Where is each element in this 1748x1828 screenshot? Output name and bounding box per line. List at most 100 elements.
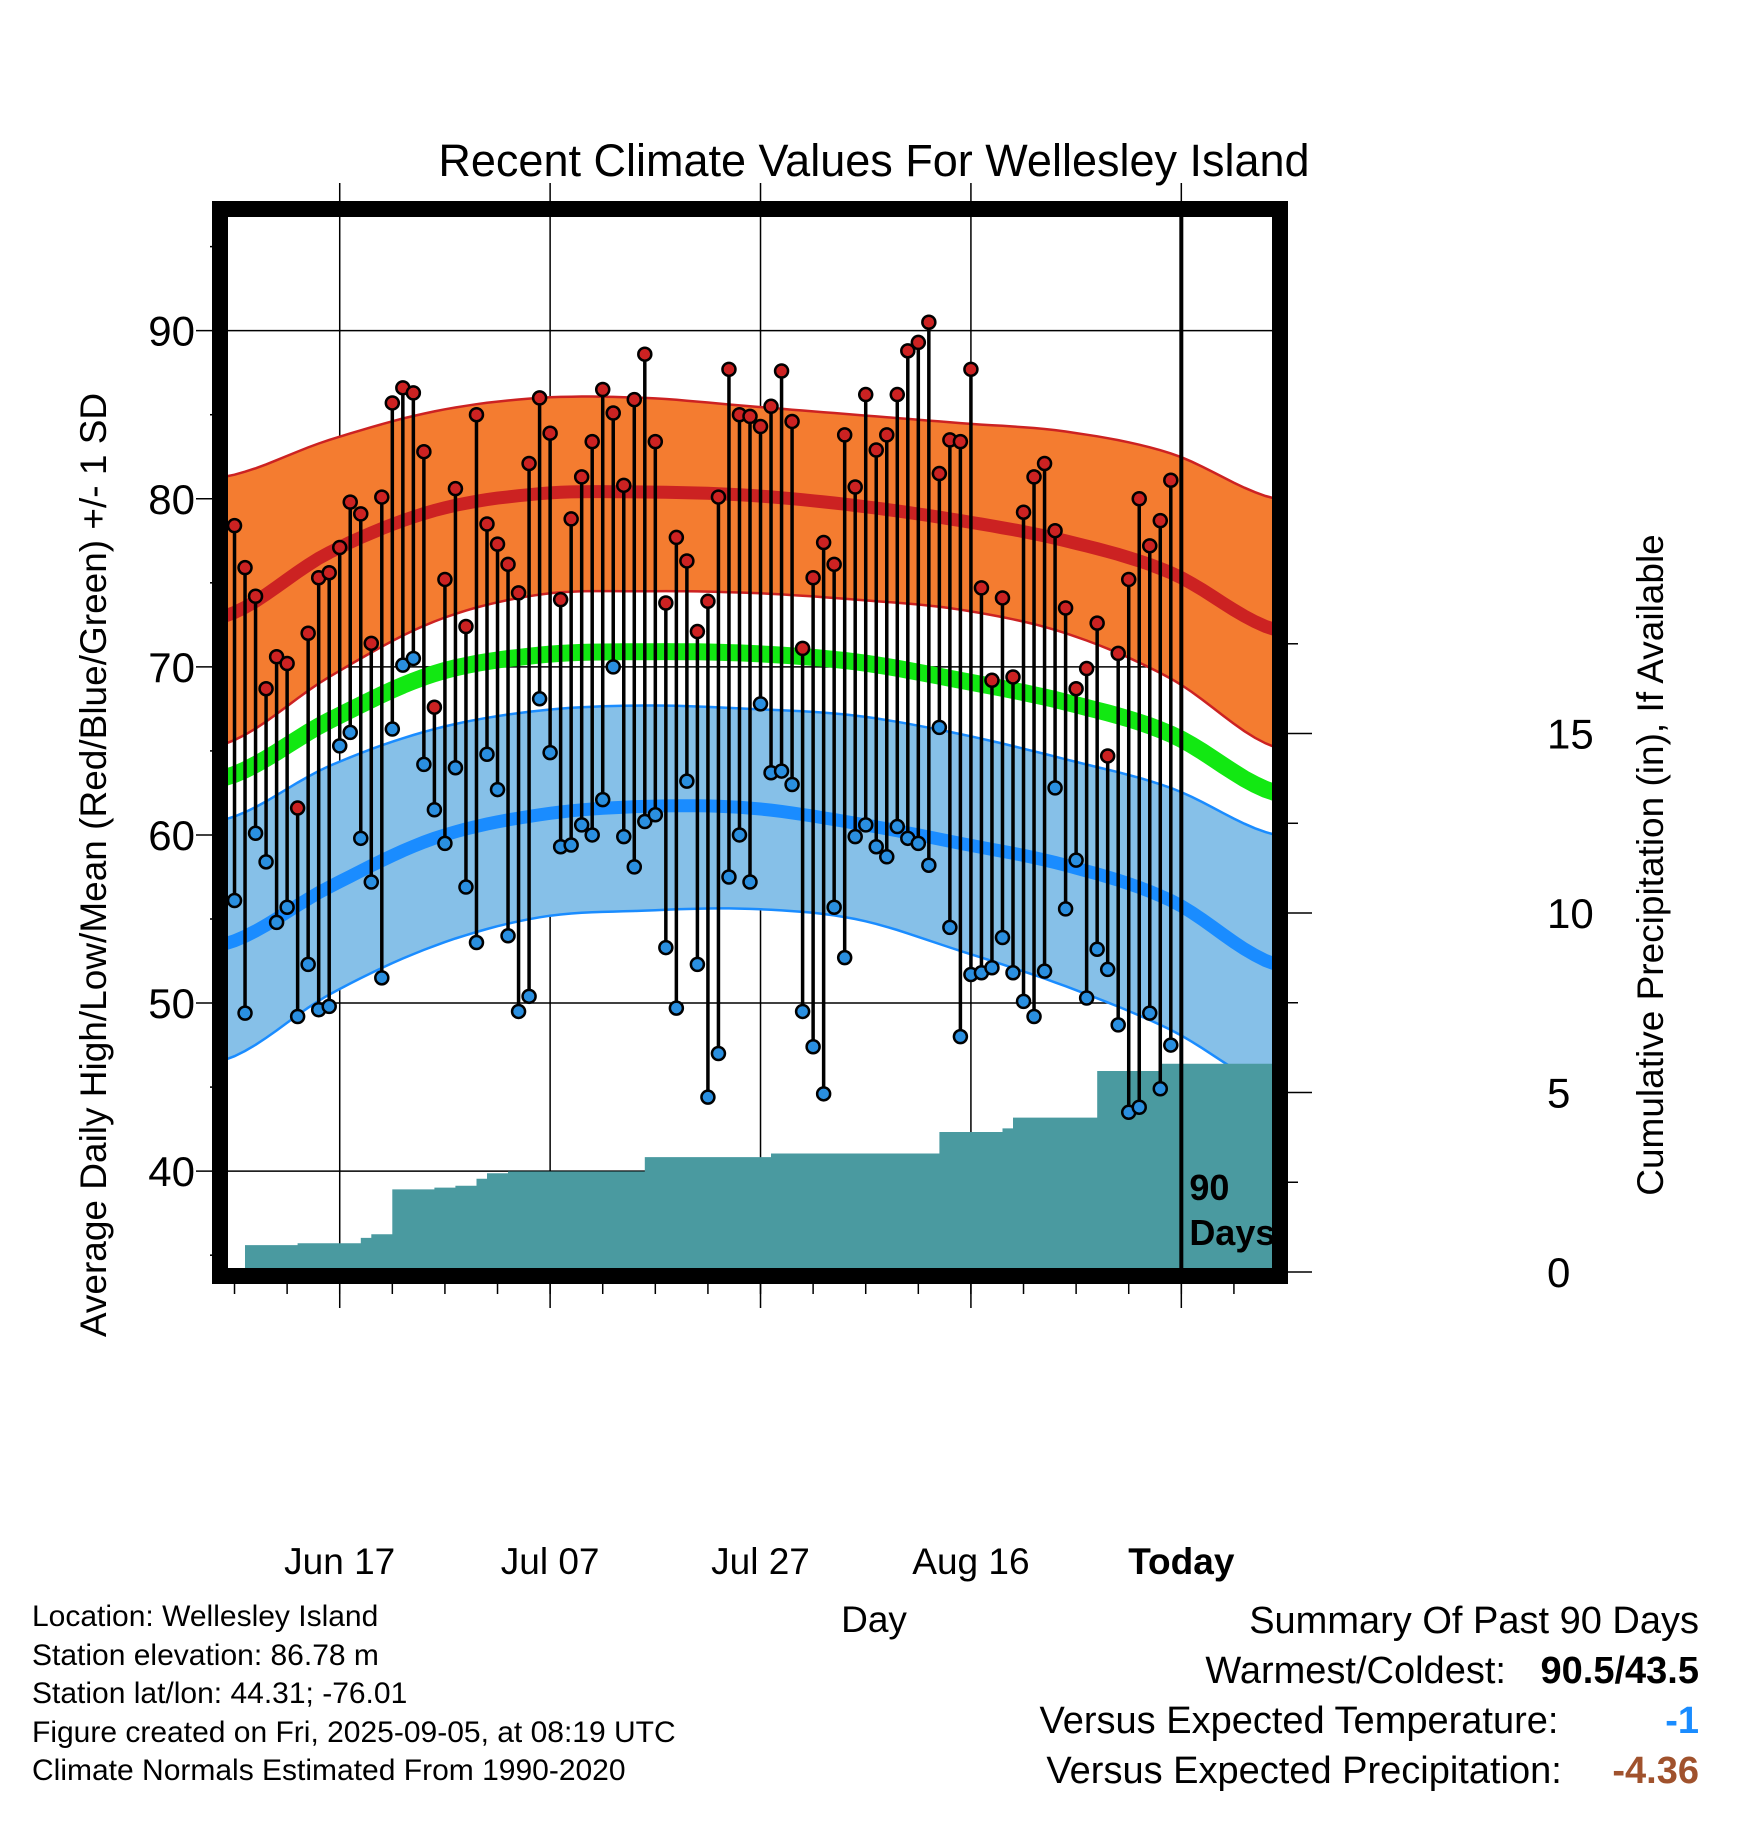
y2-axis-label: Cumulative Precipitation (in), If Availa…: [1630, 534, 1671, 1196]
y2-tick-label: 10: [1547, 890, 1594, 937]
y-tick-label: 60: [148, 812, 195, 859]
daily-high-point: [416, 443, 432, 460]
info-normals: Climate Normals Estimated From 1990-2020: [32, 1754, 626, 1787]
daily-low-point: [479, 746, 495, 763]
daily-high-point: [458, 618, 474, 635]
daily-low-point: [794, 1003, 811, 1020]
daily-low-point: [879, 849, 895, 865]
daily-low-point: [952, 1028, 969, 1045]
daily-high-point: [542, 425, 558, 441]
daily-low-point: [300, 956, 316, 973]
daily-high-point: [247, 588, 264, 605]
daily-high-point: [405, 385, 422, 401]
daily-low-point: [1068, 852, 1084, 868]
daily-low-point: [416, 756, 432, 773]
x-tick-label: Aug 16: [912, 1541, 1029, 1582]
daily-high-point: [836, 427, 853, 443]
daily-low-point: [1047, 780, 1063, 796]
daily-high-point: [658, 595, 674, 611]
daily-high-point: [910, 334, 927, 351]
daily-low-point: [647, 807, 664, 823]
daily-high-point: [1120, 571, 1137, 588]
low-sd-band-lower-edge: [223, 907, 1277, 1090]
daily-high-point: [826, 556, 842, 573]
daily-low-point: [605, 659, 621, 675]
daily-low-point: [1057, 901, 1074, 917]
daily-high-point: [868, 442, 884, 458]
daily-low-point: [942, 919, 958, 936]
daily-low-point: [637, 813, 653, 830]
daily-high-point: [647, 433, 664, 450]
daily-high-point: [815, 534, 832, 551]
daily-high-point: [1026, 469, 1042, 485]
daily-low-point: [342, 724, 358, 741]
x-tick-label: Today: [1128, 1541, 1235, 1582]
daily-low-point: [226, 892, 243, 909]
daily-high-point: [342, 494, 358, 510]
daily-high-point: [1099, 748, 1116, 764]
daily-low-point: [836, 949, 853, 966]
daily-high-point: [1057, 600, 1074, 616]
daily-high-point: [984, 672, 1000, 689]
daily-low-point: [353, 830, 369, 847]
daily-low-point: [994, 929, 1011, 946]
daily-low-point: [500, 928, 516, 944]
daily-high-point: [700, 593, 716, 610]
daily-low-point: [889, 818, 906, 835]
daily-low-point: [1015, 993, 1032, 1010]
daily-high-point: [605, 405, 621, 421]
daily-low-point: [921, 857, 937, 873]
daily-low-point: [910, 835, 927, 852]
daily-high-point: [616, 477, 632, 494]
daily-low-point: [521, 988, 537, 1005]
daily-high-point: [521, 455, 537, 472]
daily-low-point: [868, 838, 884, 855]
daily-high-point: [226, 517, 243, 534]
daily-low-point: [1005, 965, 1021, 981]
y-tick-label: 90: [148, 308, 195, 355]
daily-high-point: [931, 465, 948, 482]
high-sd-band-upper-edge: [223, 395, 1277, 501]
info-latlon: Station lat/lon: 44.31; -76.01: [32, 1677, 408, 1710]
daily-high-point: [847, 479, 863, 495]
x-tick-label: Jul 27: [711, 1541, 810, 1582]
daily-high-point: [721, 361, 737, 378]
daily-high-point: [952, 433, 969, 450]
daily-high-point: [1015, 504, 1032, 520]
daily-low-point: [247, 825, 264, 842]
daily-high-point: [921, 314, 937, 331]
x-axis-label: Day: [841, 1599, 907, 1640]
daily-high-point: [1110, 645, 1126, 662]
daily-high-point: [384, 395, 401, 411]
daily-low-point: [563, 837, 579, 853]
temp-value: -1: [1665, 1700, 1699, 1742]
precip-label: Versus Expected Precipitation:: [1046, 1750, 1562, 1792]
y2-tick-label: 15: [1547, 711, 1594, 758]
daily-low-point: [626, 859, 643, 875]
daily-low-point: [510, 1003, 527, 1020]
daily-high-point: [1047, 522, 1063, 539]
summary-title: Summary Of Past 90 Days: [1249, 1600, 1699, 1642]
daily-high-point: [437, 571, 453, 588]
daily-high-point: [973, 580, 990, 596]
daily-low-point: [237, 1005, 253, 1021]
daily-low-point: [1099, 961, 1116, 978]
y-tick-label: 70: [148, 644, 195, 691]
daily-low-point: [784, 776, 800, 793]
daily-low-point: [447, 759, 464, 776]
daily-low-point: [437, 835, 453, 852]
daily-high-point: [237, 559, 253, 576]
daily-high-point: [900, 343, 916, 359]
daily-high-point: [258, 680, 274, 697]
plot-frame: [212, 201, 1288, 1284]
daily-low-point: [395, 657, 411, 673]
daily-low-point: [489, 781, 506, 798]
daily-low-point: [258, 854, 274, 870]
warm-cold-value: 90.5/43.5: [1540, 1650, 1699, 1692]
x-tick-label: Jul 07: [501, 1541, 600, 1582]
daily-high-point: [447, 480, 464, 497]
daily-high-point: [879, 427, 895, 443]
precip-value: -4.36: [1612, 1750, 1699, 1792]
